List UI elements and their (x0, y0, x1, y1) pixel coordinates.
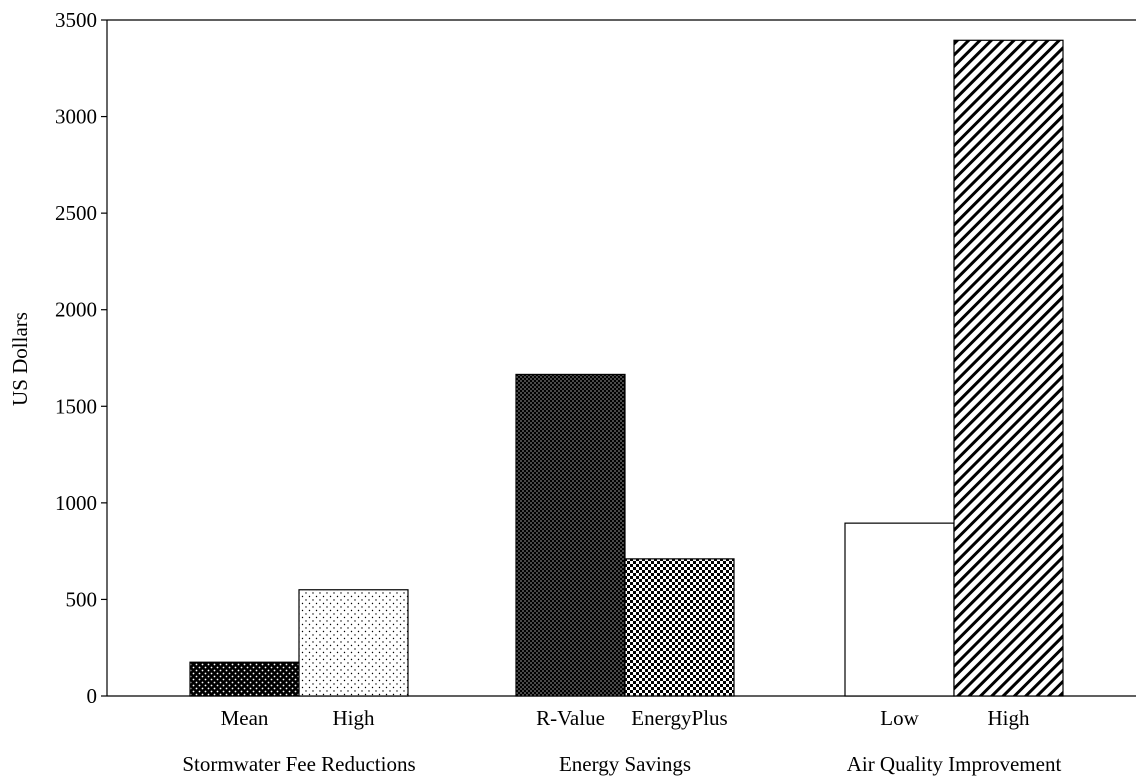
bar-3-1 (844, 522, 955, 697)
y-tick-label: 1500 (55, 394, 97, 418)
y-ticks: 0 500 1000 1500 2000 2500 3000 3500 (55, 8, 107, 708)
bar-1-2 (298, 589, 409, 697)
group-label: Energy Savings (559, 752, 691, 776)
y-tick-label: 1000 (55, 491, 97, 515)
y-axis-label: US Dollars (8, 312, 32, 406)
y-tick-label: 2500 (55, 201, 97, 225)
group-labels: Stormwater Fee Reductions Energy Savings A… (182, 752, 1061, 776)
y-tick-label: 3000 (55, 105, 97, 129)
group-label: Stormwater Fee Reductions (182, 752, 415, 776)
bars (189, 39, 1064, 697)
bar-label: High (988, 706, 1031, 730)
bar-label: R-Value (536, 706, 605, 730)
bar-2-2 (624, 558, 735, 697)
y-tick-label: 0 (87, 684, 98, 708)
group-label: Air Quality Improvement (847, 752, 1062, 776)
bar-2-1 (515, 373, 626, 697)
bar-label: Low (880, 706, 919, 730)
y-tick-label: 500 (66, 587, 98, 611)
bar-label: High (333, 706, 376, 730)
bar-labels: Mean High R-Value EnergyPlus Low High (221, 706, 1030, 730)
bar-3-2 (953, 39, 1064, 697)
bar-1-1 (189, 661, 300, 697)
y-tick-label: 3500 (55, 8, 97, 32)
bar-label: Mean (221, 706, 269, 730)
y-tick-label: 2000 (55, 298, 97, 322)
bar-label: EnergyPlus (631, 706, 727, 730)
